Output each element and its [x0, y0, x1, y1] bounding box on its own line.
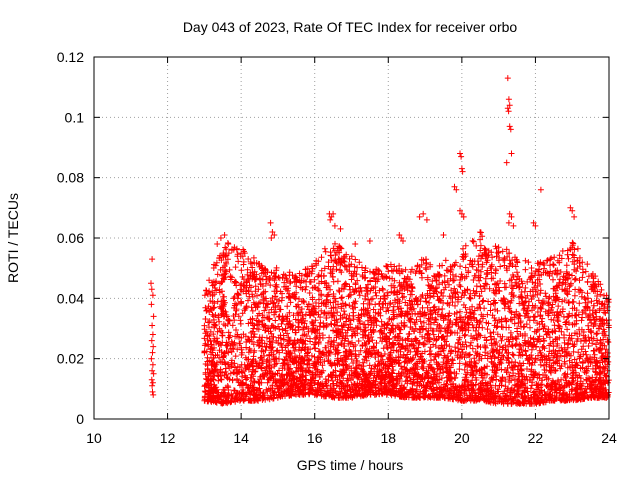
- y-tick-label: 0.02: [57, 351, 84, 367]
- x-axis-label: GPS time / hours: [297, 457, 404, 473]
- x-tick-label: 24: [601, 430, 617, 446]
- y-tick-label: 0.04: [57, 290, 84, 306]
- x-tick-label: 10: [86, 430, 102, 446]
- roti-markers: [148, 75, 612, 407]
- plot-frame: [93, 56, 610, 420]
- y-tick-label: 0.06: [57, 230, 84, 246]
- data-points: [148, 75, 612, 407]
- tick-labels: 10 12 14 16 18 20 22 24 0 0.02 0.04 0.06 0.08 0.1 0.12: [57, 49, 617, 446]
- x-tick-label: 18: [380, 430, 396, 446]
- y-tick-label: 0.1: [65, 109, 85, 125]
- y-tick-label: 0.12: [57, 49, 84, 65]
- y-tick-label: 0.08: [57, 170, 84, 186]
- chart-title: Day 043 of 2023, Rate Of TEC Index for r…: [183, 19, 518, 35]
- plot-border: [93, 56, 610, 420]
- x-tick-label: 14: [233, 430, 249, 446]
- x-tick-label: 12: [160, 430, 176, 446]
- gridlines: [94, 57, 609, 419]
- x-tick-label: 20: [454, 430, 470, 446]
- x-tick-label: 16: [307, 430, 323, 446]
- y-axis-label: ROTI / TECUs: [5, 193, 21, 283]
- y-tick-label: 0: [76, 411, 84, 427]
- x-tick-label: 22: [528, 430, 544, 446]
